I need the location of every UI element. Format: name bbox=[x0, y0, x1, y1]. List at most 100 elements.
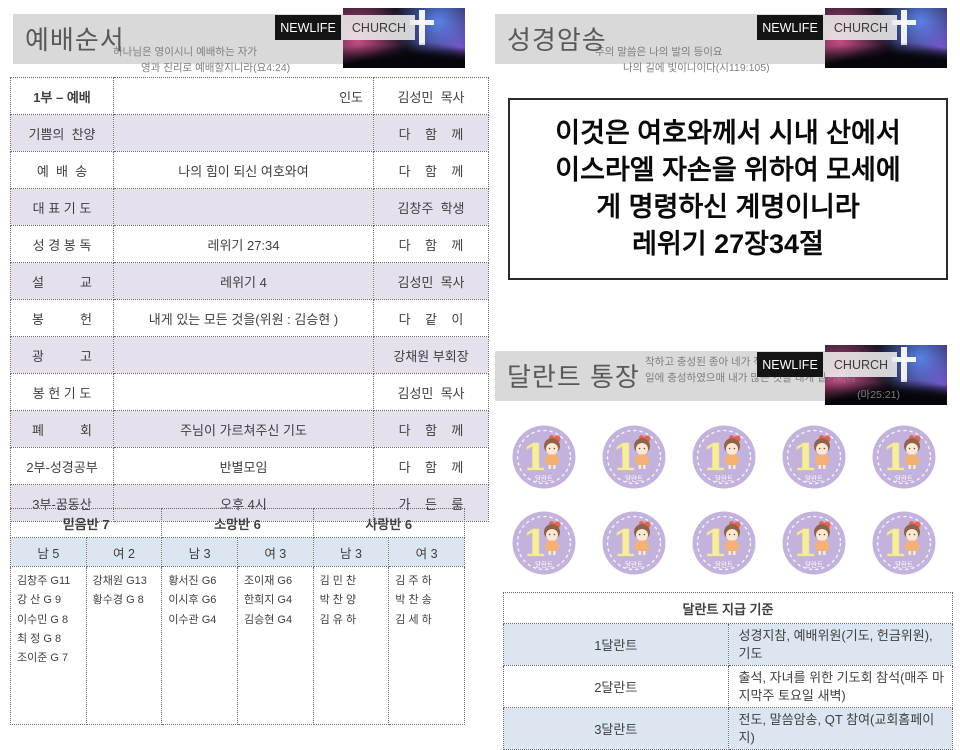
order-content: 레위기 27:34 bbox=[113, 225, 374, 263]
sticker-girl-icon bbox=[814, 521, 831, 555]
student-name: 박 찬 양 bbox=[319, 594, 357, 607]
table-row: 3달란트 전도, 말씀암송, QT 참여(교회홈페이지) bbox=[503, 707, 953, 750]
group-header: 사랑반 6 bbox=[312, 508, 466, 538]
talent-sticker: 1 달란트 bbox=[679, 414, 769, 500]
criteria-desc: 출석, 자녀를 위한 기도회 참석(매주 마지막주 토요일 새벽) bbox=[727, 665, 953, 709]
table-row: 폐 회 주님이 가르쳐주신 기도 다 함 께 bbox=[10, 410, 489, 448]
talent-sticker-icon: 1 달란트 bbox=[692, 511, 756, 575]
verse-reference: 레위기 27장34절 bbox=[632, 229, 824, 260]
sticker-numeral: 1 bbox=[612, 523, 637, 565]
table-row: 2달란트 출석, 자녀를 위한 기도회 참석(매주 마지막주 토요일 새벽) bbox=[503, 665, 953, 709]
talent-sticker-icon: 1 달란트 bbox=[692, 425, 756, 489]
newlife-badge: NEWLIFE bbox=[757, 15, 823, 40]
order-person: 김성민 목사 bbox=[373, 262, 489, 300]
order-item: 광 고 bbox=[10, 336, 114, 374]
table-row: 대 표 기 도 김창주 학생 bbox=[10, 188, 489, 226]
order-person: 다 함 께 bbox=[373, 114, 489, 152]
student-name: 이수관 G4 bbox=[168, 613, 217, 626]
talent-sticker: 1 달란트 bbox=[769, 414, 859, 500]
memory-subtitle-line1: 주의 말씀은 나의 발의 등이요 bbox=[595, 46, 723, 58]
student-name: 조이재 G6 bbox=[243, 575, 293, 587]
talent-sticker: 1 달란트 bbox=[859, 500, 949, 586]
sticker-girl-icon bbox=[904, 435, 921, 469]
order-content bbox=[113, 336, 374, 374]
criteria-table: 달란트 지급 기준 1달란트 성경지참, 예배위원(기도, 헌금위원), 기도 … bbox=[503, 592, 953, 750]
sticker-label: 달란트 bbox=[715, 475, 733, 483]
worship-title: 예배순서 bbox=[25, 25, 125, 55]
gender-header: 여 3 bbox=[388, 537, 465, 567]
student-name: 김 세 하 bbox=[395, 613, 432, 626]
order-content bbox=[113, 188, 374, 226]
newlife-badge: NEWLIFE bbox=[757, 352, 823, 377]
sticker-numeral: 1 bbox=[792, 437, 817, 479]
gender-header: 남 3 bbox=[312, 537, 390, 567]
order-person: 강채원 부회장 bbox=[373, 336, 489, 374]
sticker-label: 달란트 bbox=[535, 475, 553, 483]
verse-box: 이것은 여호와께서 시내 산에서 이스라엘 자손을 위하여 모세에 게 명령하신… bbox=[508, 98, 948, 280]
group-header: 소망반 6 bbox=[161, 508, 314, 538]
table-row: 2부-성경공부 반별모임 다 함 께 bbox=[10, 447, 489, 485]
talent-sticker: 1 달란트 bbox=[679, 500, 769, 586]
talent-sticker-icon: 1 달란트 bbox=[512, 511, 576, 575]
church-badge: CHURCH bbox=[343, 15, 415, 40]
order-item: 기쁨의 찬양 bbox=[10, 114, 114, 152]
order-content: 주님이 가르쳐주신 기도 bbox=[113, 410, 374, 448]
table-row: 1부 – 예배 인도 김성민 목사 bbox=[10, 77, 489, 115]
table-row: 설 교 레위기 4 김성민 목사 bbox=[10, 262, 489, 300]
talent-sticker-icon: 1 달란트 bbox=[512, 425, 576, 489]
worship-subtitle-line2: 영과 진리로 예배할지니라(요4:24) bbox=[141, 62, 291, 75]
student-name: 김 민 찬 bbox=[319, 575, 357, 587]
sticker-label: 달란트 bbox=[895, 475, 913, 483]
sticker-girl-icon bbox=[724, 521, 741, 555]
table-row: 믿음반 7 소망반 6 사랑반 6 bbox=[9, 508, 466, 538]
cross-icon bbox=[892, 357, 917, 362]
student-name: 조이준 G 7 bbox=[17, 652, 69, 664]
order-item: 봉 헌 기 도 bbox=[10, 373, 114, 411]
order-content: 레위기 4 bbox=[113, 262, 374, 300]
talent-title: 달란트 통장 bbox=[507, 362, 640, 392]
criteria-level: 3달란트 bbox=[503, 707, 729, 750]
student-name: 한희지 G4 bbox=[243, 594, 293, 607]
student-name: 김 주 하 bbox=[395, 575, 432, 587]
talent-sticker-icon: 1 달란트 bbox=[602, 425, 666, 489]
order-item: 대 표 기 도 bbox=[10, 188, 114, 226]
worship-subtitle: 하나님은 영이시니 예배하는 자가 영과 진리로 예배할지니라(요4:24) bbox=[113, 44, 290, 77]
order-person: 다 함 께 bbox=[373, 151, 489, 189]
talent-stickers: 1 달란트 1 bbox=[499, 414, 949, 586]
name-list: 조이재 G6 한희지 G4 김승현 G4 bbox=[236, 566, 314, 725]
table-row: 성 경 봉 독 레위기 27:34 다 함 께 bbox=[10, 225, 489, 263]
gender-header: 남 3 bbox=[161, 537, 238, 567]
verse-line: 이스라엘 자손을 위하여 모세에 bbox=[555, 154, 901, 185]
talent-sticker: 1 달란트 bbox=[859, 414, 949, 500]
sticker-numeral: 1 bbox=[882, 523, 907, 565]
order-item: 2부-성경공부 bbox=[10, 447, 114, 485]
talent-sticker-icon: 1 달란트 bbox=[602, 511, 666, 575]
talent-sticker: 1 달란트 bbox=[499, 414, 589, 500]
cross-icon bbox=[900, 10, 907, 46]
sticker-label: 달란트 bbox=[805, 475, 823, 483]
talent-sticker: 1 달란트 bbox=[769, 500, 859, 586]
name-list: 김 민 찬 박 찬 양 김 유 하 bbox=[312, 566, 390, 725]
name-list: 강채원 G13 황수경 G 8 bbox=[85, 566, 163, 725]
order-content bbox=[113, 114, 374, 152]
talent-sticker: 1 달란트 bbox=[589, 414, 679, 500]
order-person: 다 함 께 bbox=[373, 447, 489, 485]
sticker-label: 달란트 bbox=[535, 561, 553, 569]
sticker-numeral: 1 bbox=[702, 523, 727, 565]
sticker-girl-icon bbox=[634, 435, 651, 469]
order-person: 다 같 이 bbox=[373, 299, 489, 337]
worship-subtitle-line1: 하나님은 영이시니 예배하는 자가 bbox=[113, 46, 257, 58]
student-name: 이수민 G 8 bbox=[17, 613, 69, 626]
cross-icon bbox=[892, 20, 917, 25]
table-row: 달란트 지급 기준 bbox=[503, 592, 953, 624]
gender-header: 여 2 bbox=[85, 537, 163, 567]
gender-header: 여 3 bbox=[236, 537, 314, 567]
memory-subtitle: 주의 말씀은 나의 발의 등이요 나의 길에 빛이니이다(시119:105) bbox=[595, 44, 770, 77]
order-item: 예 배 송 bbox=[10, 151, 114, 189]
table-row: 봉 헌 내게 있는 모든 것을(위원 : 김승현 ) 다 같 이 bbox=[10, 299, 489, 337]
verse-line: 게 명령하신 계명이니라 bbox=[596, 192, 860, 222]
gender-header: 남 5 bbox=[10, 537, 87, 567]
student-name: 이시후 G6 bbox=[168, 594, 217, 607]
order-person: 김성민 목사 bbox=[373, 77, 489, 115]
talent-sticker: 1 달란트 bbox=[589, 500, 679, 586]
